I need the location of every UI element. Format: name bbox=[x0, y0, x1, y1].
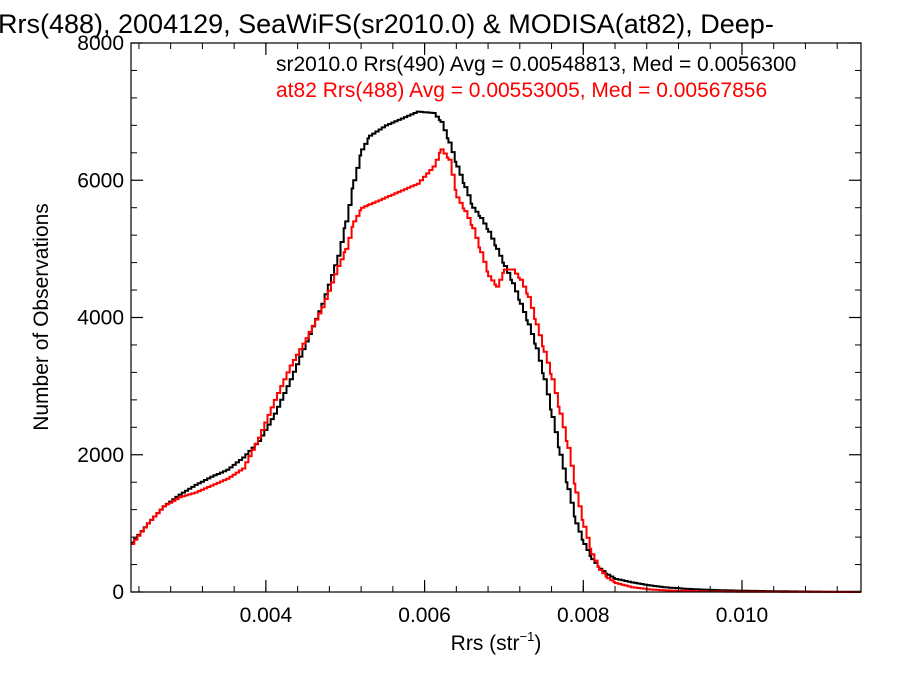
x-axis-label-superscript: −1 bbox=[520, 629, 535, 644]
y-tick-label: 4000 bbox=[77, 307, 124, 330]
legend-entry-sr2010: sr2010.0 Rrs(490) Avg = 0.00548813, Med … bbox=[276, 53, 796, 76]
data-series-group bbox=[131, 110, 861, 593]
x-axis-label-main: Rrs (str bbox=[451, 632, 520, 655]
legend-entry-at82: at82 Rrs(488) Avg = 0.00553005, Med = 0.… bbox=[276, 79, 767, 102]
y-tick-label: 8000 bbox=[77, 32, 124, 55]
y-axis-label: Number of Observations bbox=[30, 203, 53, 431]
x-axis-label-close: ) bbox=[534, 632, 541, 655]
x-axis-label: Rrs (str−1) bbox=[451, 629, 542, 655]
x-tick-label: 0.008 bbox=[557, 604, 610, 627]
x-tick-label: 0.006 bbox=[398, 604, 451, 627]
series-line-at82 bbox=[131, 148, 861, 593]
x-tick-label: 0.004 bbox=[240, 604, 293, 627]
x-tick-label: 0.010 bbox=[716, 604, 769, 627]
series-line-sr2010 bbox=[131, 110, 861, 593]
y-tick-label: 6000 bbox=[77, 169, 124, 192]
y-tick-label: 2000 bbox=[77, 444, 124, 467]
y-tick-label: 0 bbox=[112, 581, 124, 604]
y-axis: 0 2000 4000 6000 8000 bbox=[77, 32, 861, 604]
chart-title: Rrs(488), 2004129, SeaWiFS(sr2010.0) & M… bbox=[0, 9, 774, 39]
plot-frame bbox=[130, 42, 862, 593]
x-axis: 0.004 0.006 0.008 0.010 bbox=[138, 43, 838, 627]
